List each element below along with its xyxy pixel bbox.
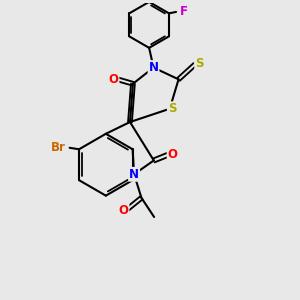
Text: S: S xyxy=(168,102,176,115)
Text: N: N xyxy=(148,61,158,74)
Text: S: S xyxy=(195,57,204,70)
Text: N: N xyxy=(129,168,139,181)
Text: F: F xyxy=(180,5,188,18)
Text: O: O xyxy=(109,73,118,86)
Text: Br: Br xyxy=(51,141,66,154)
Text: O: O xyxy=(118,204,128,217)
Text: O: O xyxy=(168,148,178,161)
